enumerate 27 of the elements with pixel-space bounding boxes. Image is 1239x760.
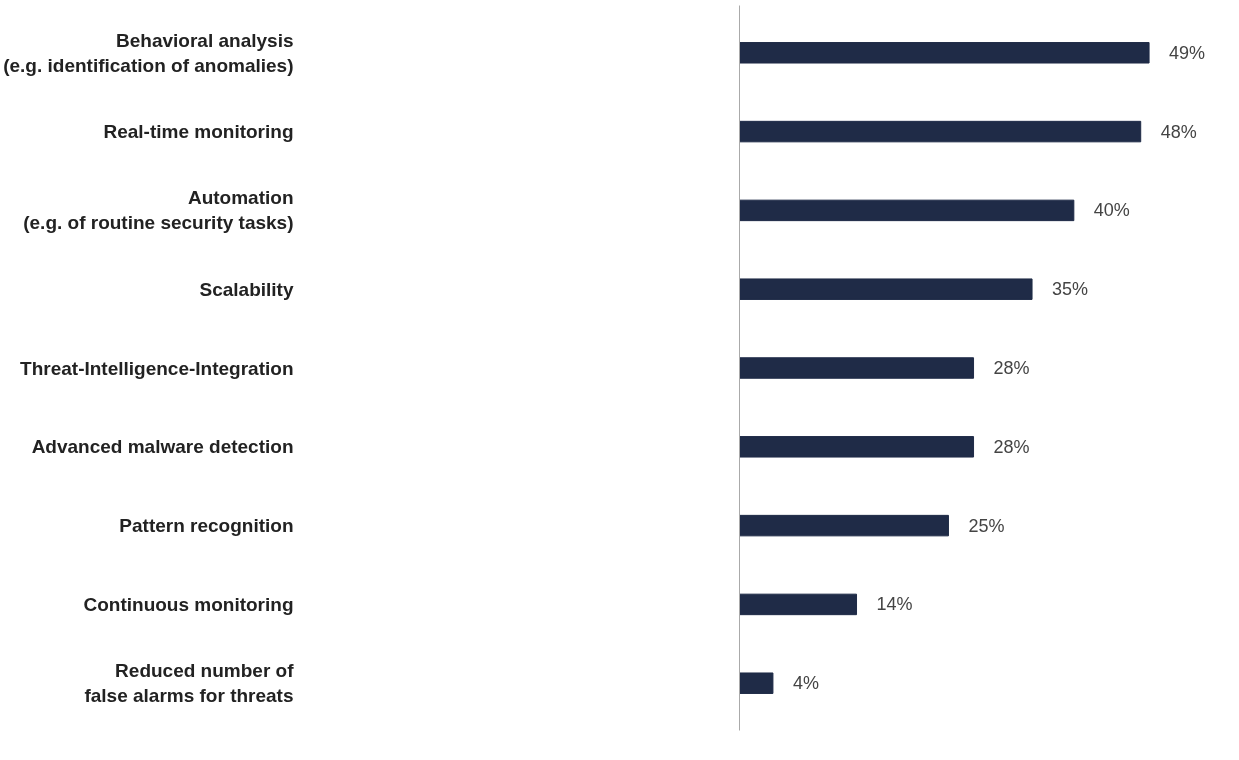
y-tick-label: Behavioral analysis (e.g. identification of anomalies)	[3, 29, 294, 76]
bar	[739, 199, 1075, 222]
bar	[739, 514, 949, 537]
bar	[739, 42, 1150, 64]
y-tick-label: Continuous monitoring	[83, 593, 294, 615]
y-tick-label: Reduced number of false alarms for threats	[84, 660, 295, 707]
bar	[739, 436, 975, 458]
data-label: 40%	[1093, 200, 1130, 221]
y-tick-label: Scalability	[199, 278, 294, 300]
bar	[739, 278, 1033, 300]
y-tick-label: Threat-Intelligence-Integration	[20, 357, 294, 379]
data-label: 28%	[993, 436, 1030, 457]
data-label: 28%	[993, 358, 1030, 378]
data-label: 4%	[792, 673, 819, 694]
y-tick-label: Automation (e.g. of routine security tasks)	[23, 187, 294, 234]
bar	[739, 672, 774, 694]
data-label: 35%	[1052, 279, 1089, 300]
data-label: 14%	[876, 594, 913, 615]
bar	[739, 357, 975, 379]
data-label: 49%	[1169, 42, 1206, 63]
y-tick-label: Pattern recognition	[119, 515, 294, 537]
bar	[739, 120, 1142, 143]
y-tick-label: Real-time monitoring	[103, 121, 294, 143]
bar	[739, 593, 858, 616]
data-label: 25%	[968, 515, 1005, 536]
y-tick-label: Advanced malware detection	[31, 436, 294, 458]
data-label: 48%	[1160, 121, 1197, 142]
